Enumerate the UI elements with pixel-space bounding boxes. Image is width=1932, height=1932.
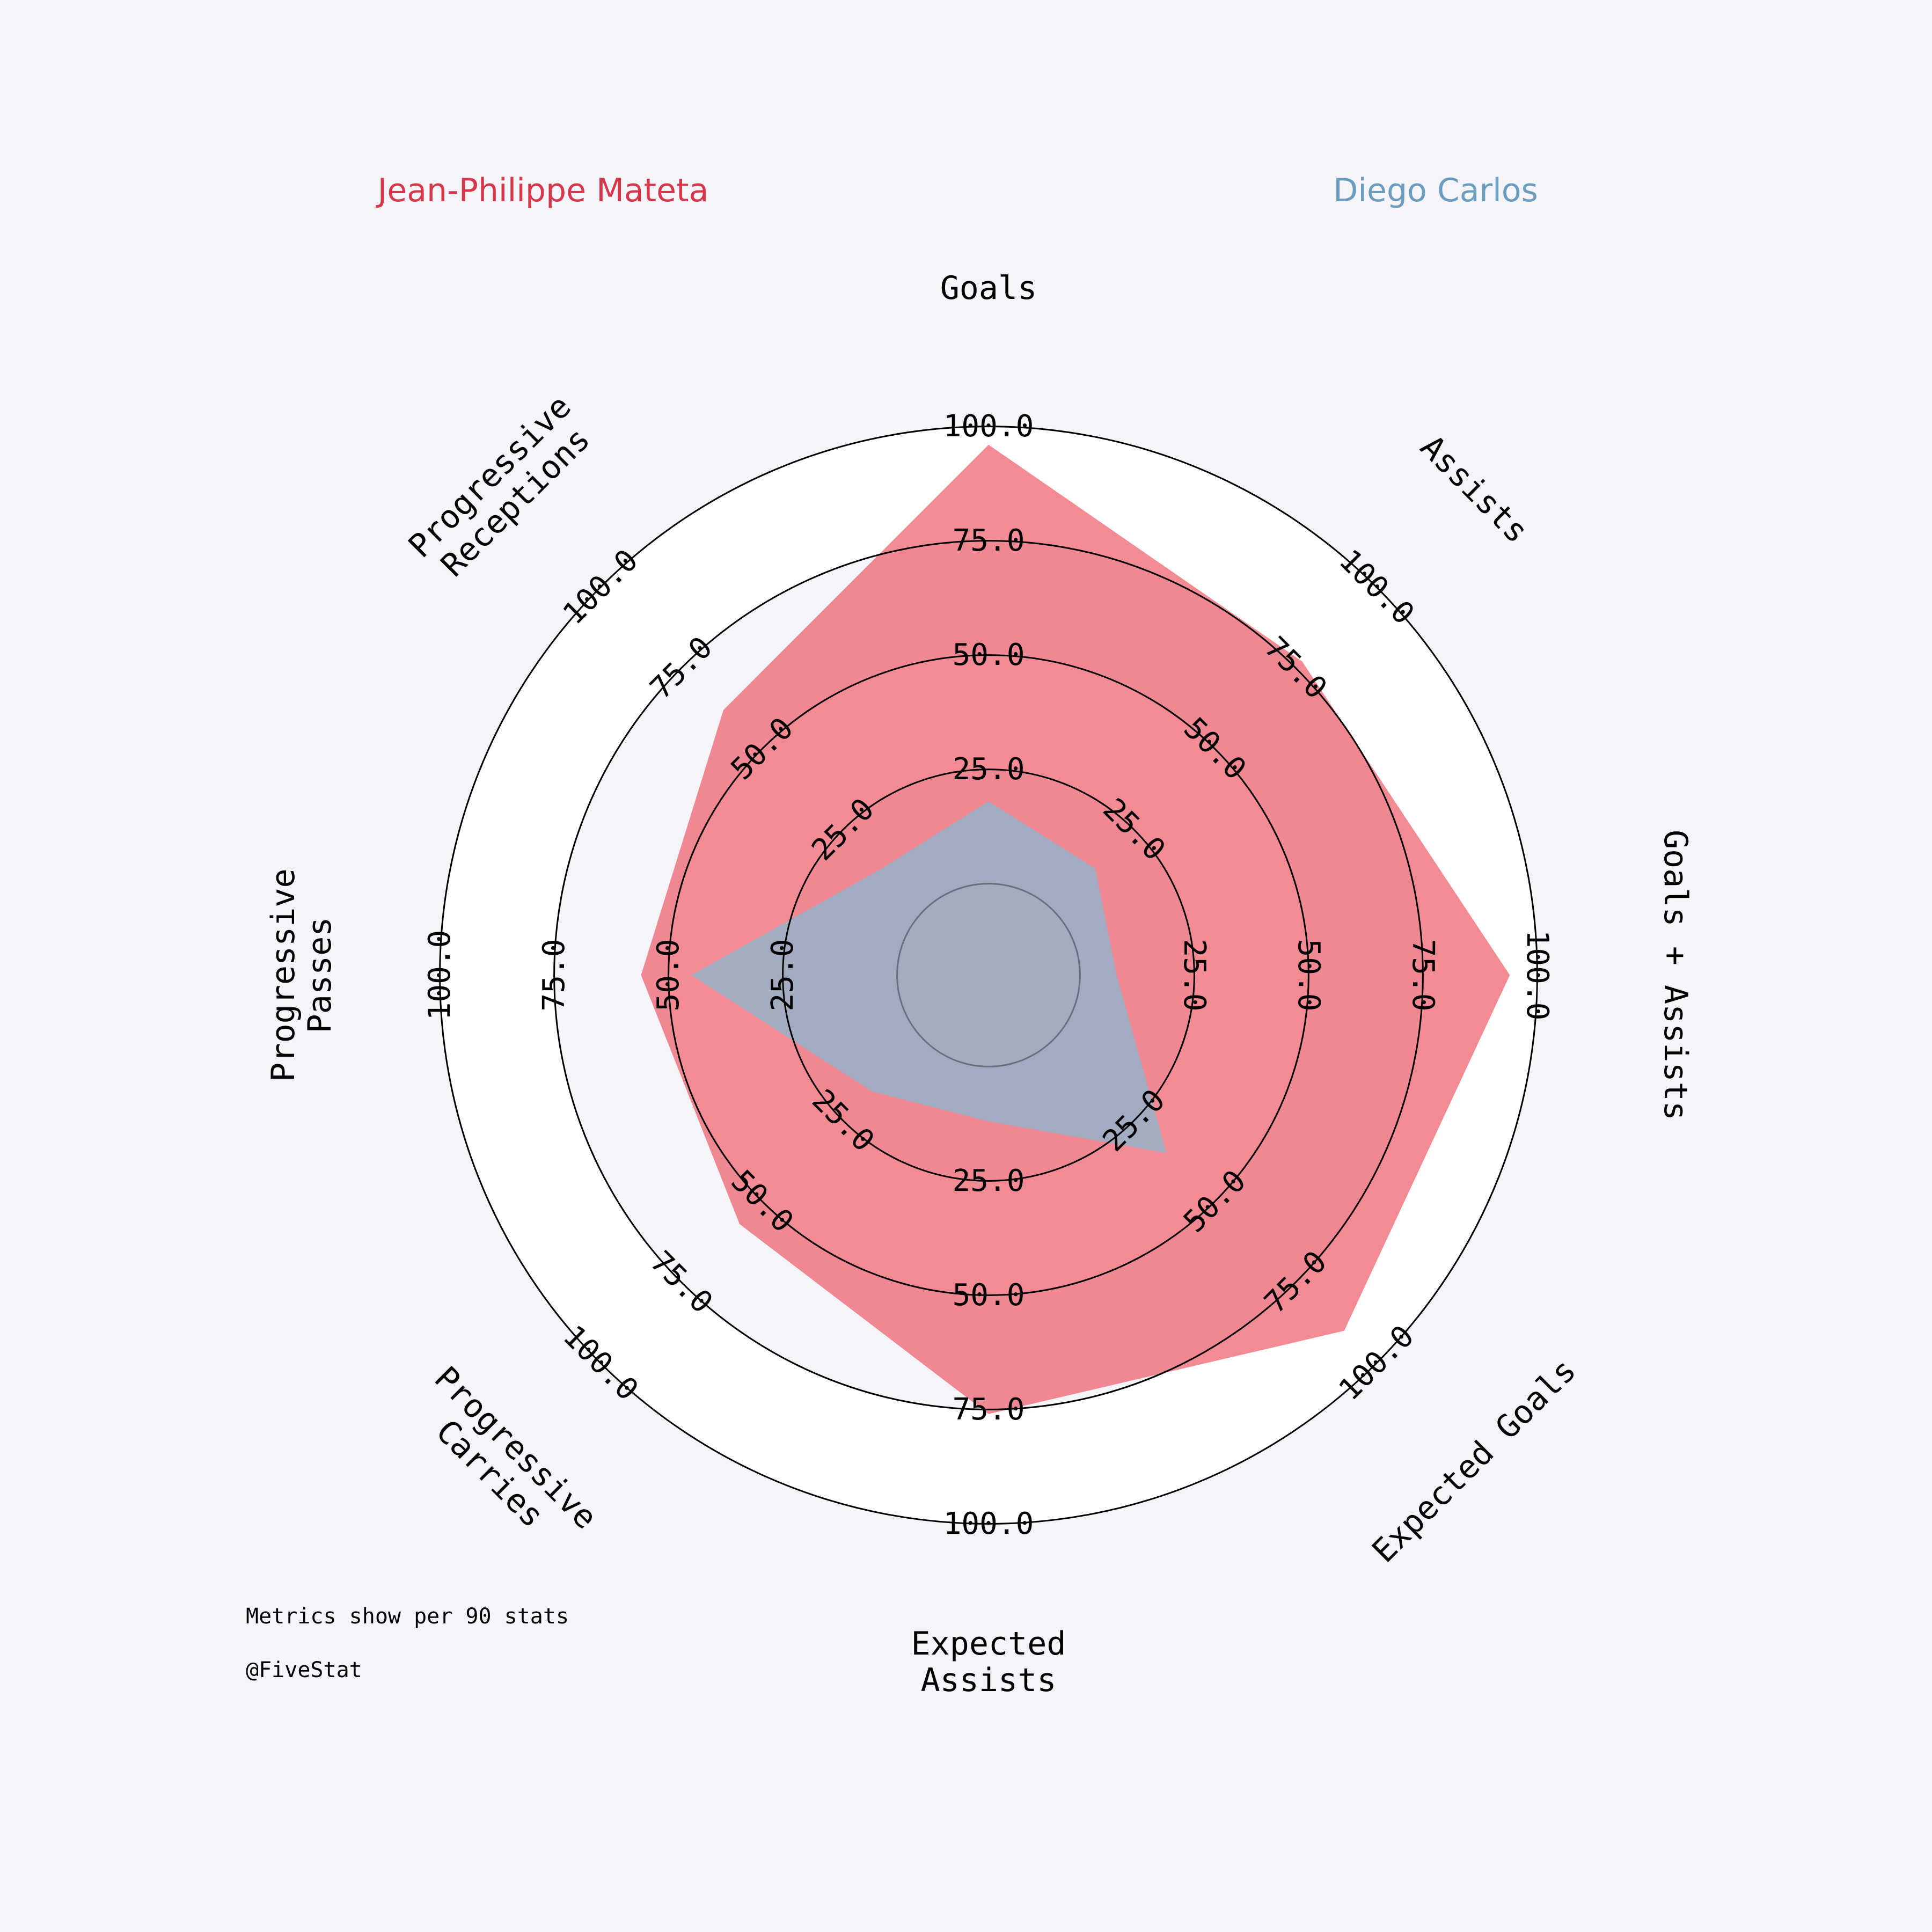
radar-series-polygons (641, 444, 1510, 1414)
radar-legend: Jean-Philippe Mateta Diego Carlos (376, 172, 1538, 209)
legend-series-name: Diego Carlos (1333, 172, 1538, 209)
radar-series-polygon (691, 801, 1167, 1153)
radar-tick-label: 75.0 (537, 939, 572, 1012)
radar-tick-label: 25.0 (765, 939, 800, 1012)
radar-tick-label: 25.0 (953, 1163, 1025, 1198)
radar-axis-label: ProgressivePasses (265, 868, 339, 1081)
radar-ring-outline (896, 883, 1081, 1067)
radar-tick-label: 25.0 (1177, 939, 1212, 1012)
legend-series-name: Jean-Philippe Mateta (376, 172, 709, 209)
radar-ring-outline (782, 769, 1195, 1182)
radar-tick-label: 50.0 (651, 939, 686, 1012)
radar-tick-label: 75.0 (953, 523, 1025, 558)
radar-tick-label: 100.0 (422, 930, 457, 1021)
radar-axis-label: ProgressiveCarries (401, 1359, 605, 1563)
radar-axis-label: Assists (1413, 428, 1535, 551)
radar-tick-label: 100.0 (1520, 930, 1555, 1021)
radar-tick-label: 75.0 (1406, 939, 1440, 1012)
radar-axis-label: Expected Assists (911, 1625, 1066, 1699)
radar-ring-outlines (439, 426, 1538, 1525)
radar-tick-label: 50.0 (953, 638, 1025, 672)
radar-tick-label: 100.0 (943, 1506, 1034, 1541)
radar-ring-outline (668, 654, 1309, 1296)
radar-tick-label: 75.0 (953, 1392, 1025, 1427)
radar-axis-label: ProgressiveReceptions (401, 388, 605, 591)
radar-axis-label: Expected Goals (1365, 1352, 1584, 1570)
radar-ring-outline (553, 540, 1424, 1410)
radar-axis-label: Goals + Assists (1657, 830, 1694, 1121)
radar-tick-label: 25.0 (953, 752, 1025, 787)
radar-tick-label: 50.0 (953, 1278, 1025, 1313)
footer-credit: @FiveStat (246, 1658, 362, 1682)
footer-note: Metrics show per 90 stats (246, 1604, 569, 1629)
radar-ring-outline (439, 426, 1538, 1525)
radar-axis-label: Goals (940, 269, 1037, 307)
radar-tick-label: 100.0 (943, 409, 1034, 444)
radar-tick-label: 50.0 (1291, 939, 1326, 1012)
